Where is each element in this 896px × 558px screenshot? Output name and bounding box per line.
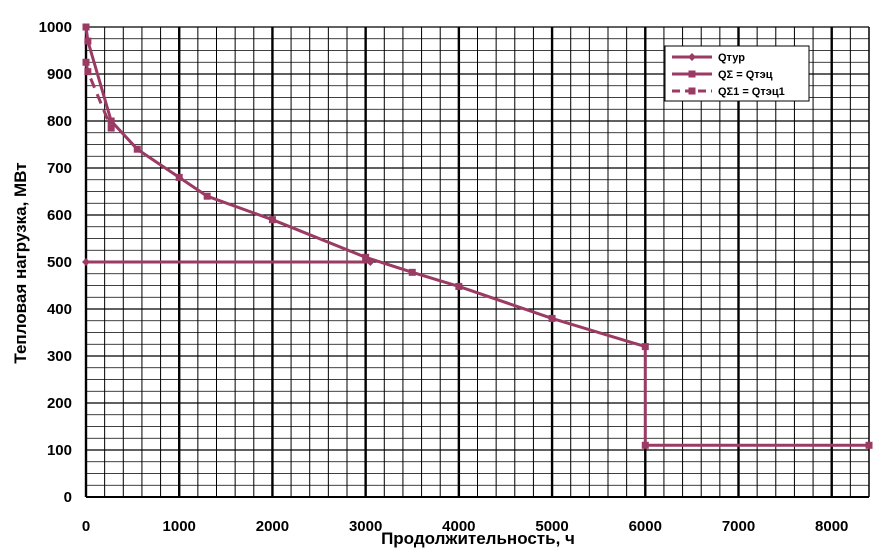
series-3: [82, 58, 115, 132]
x-tick-label: 3000: [349, 518, 382, 535]
data-point: [865, 441, 873, 449]
data-point: [362, 253, 370, 261]
legend-item: QΣ1 = Qтэц1: [672, 86, 785, 98]
y-tick-label: 0: [64, 489, 72, 506]
legend-item: Qтур: [672, 52, 745, 64]
data-point: [82, 23, 90, 31]
data-point: [107, 117, 115, 125]
y-tick-label: 300: [47, 348, 72, 365]
tick-labels: 0 1000 2000 3000 4000 5000 6000 7000 8000 0 100 200…: [39, 19, 849, 535]
data-point: [641, 343, 649, 351]
x-tick-label: 2000: [256, 518, 289, 535]
y-tick-label: 500: [47, 254, 72, 271]
y-tick-label: 700: [47, 160, 72, 177]
y-tick-label: 800: [47, 113, 72, 130]
data-point: [268, 216, 276, 224]
data-point: [133, 145, 141, 153]
y-axis-title: Тепловая нагрузка, МВт: [11, 162, 30, 363]
data-point: [82, 258, 90, 266]
y-tick-label: 900: [47, 66, 72, 83]
data-point: [175, 173, 183, 181]
series-1: [82, 258, 375, 266]
legend-marker: [688, 87, 696, 95]
y-tick-label: 600: [47, 207, 72, 224]
data-point: [408, 268, 416, 276]
x-axis-title: Продолжительность, ч: [381, 529, 575, 548]
x-tick-label: 0: [82, 518, 90, 535]
x-tick-label: 6000: [629, 518, 662, 535]
x-tick-label: 5000: [535, 518, 568, 535]
legend-label: Qтур: [718, 52, 745, 64]
data-point: [107, 124, 115, 132]
data-point: [82, 58, 90, 66]
data-point: [641, 441, 649, 449]
series-line: [84, 26, 869, 447]
legend: Qтур QΣ = Qтэц QΣ1 = Qтэц1: [664, 45, 810, 102]
legend-label: QΣ1 = Qтэц1: [718, 86, 785, 98]
data-point: [203, 192, 211, 200]
data-point: [84, 68, 92, 76]
x-tick-label: 7000: [722, 518, 755, 535]
y-tick-label: 400: [47, 301, 72, 318]
legend-marker: [688, 53, 696, 61]
legend-item: QΣ = Qтэц: [672, 69, 773, 81]
data-point: [84, 37, 92, 45]
series-2: [82, 23, 873, 449]
y-tick-label: 100: [47, 442, 72, 459]
legend-marker: [688, 70, 696, 78]
legend-label: QΣ = Qтэц: [718, 69, 773, 81]
x-tick-label: 8000: [815, 518, 848, 535]
y-tick-label: 200: [47, 395, 72, 412]
data-point: [548, 314, 556, 322]
x-tick-label: 4000: [442, 518, 475, 535]
data-point: [455, 282, 463, 290]
series-lines: [82, 23, 873, 449]
y-tick-label: 1000: [39, 19, 72, 36]
x-tick-label: 1000: [163, 518, 196, 535]
